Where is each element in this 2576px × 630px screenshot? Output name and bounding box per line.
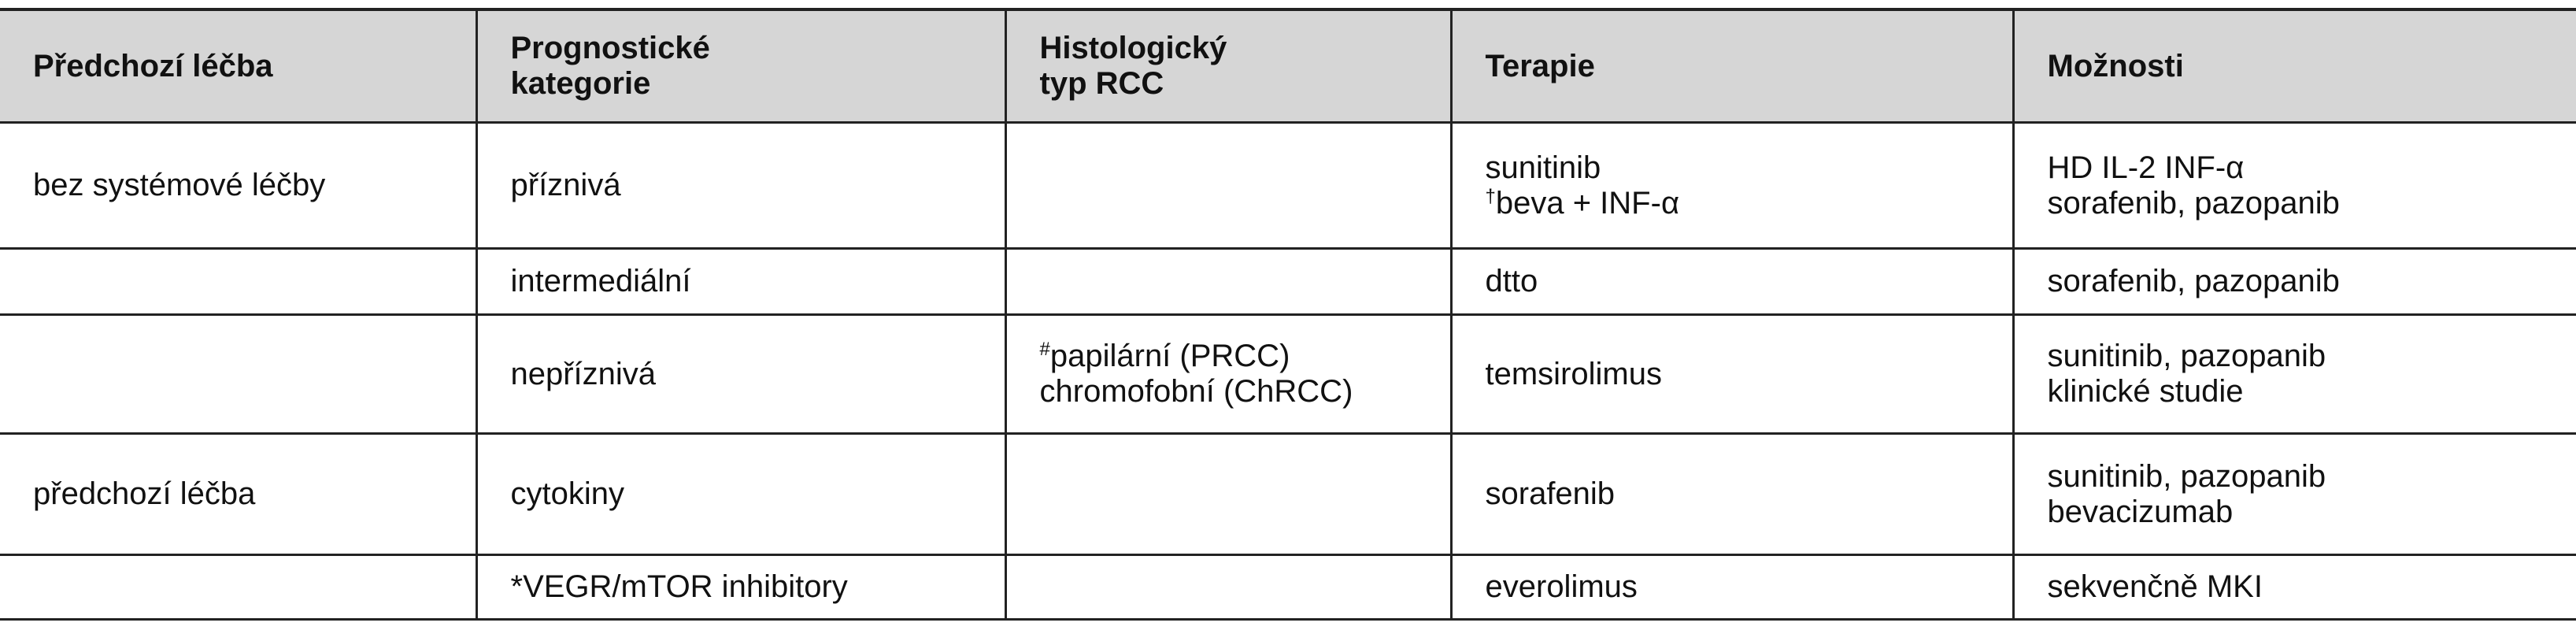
cell-line: HD IL-2 INF-α xyxy=(2047,150,2245,185)
cell-line: cytokiny xyxy=(510,476,625,512)
table-cell: předchozí léčba xyxy=(0,432,476,555)
cell-line: sorafenib xyxy=(1485,476,1616,512)
cell-text: beva + INF-α xyxy=(1495,185,1680,220)
table-cell: sorafenib, pazopanib xyxy=(2012,247,2576,315)
cell-line: everolimus xyxy=(1485,569,1638,605)
cell-line: Předchozí léčba xyxy=(33,48,273,83)
cell-line: kategorie xyxy=(510,66,651,101)
cell-text: papilární (PRCC) xyxy=(1049,339,1290,374)
cell-line: intermediální xyxy=(510,264,691,299)
table-cell xyxy=(0,313,476,434)
table-cell xyxy=(1004,554,1451,621)
table-cell xyxy=(1004,247,1451,315)
table-cell: *VEGR/mTOR inhibitory xyxy=(475,554,1005,621)
table-cell: sunitinib, pazopanib klinické studie xyxy=(2012,313,2576,434)
cell-line: Možnosti xyxy=(2047,48,2184,83)
table-row: nepříznivá #papilární (PRCC) chromofobní (… xyxy=(0,313,2576,434)
table-cell: sorafenib xyxy=(1449,432,2013,555)
table-cell xyxy=(0,247,476,315)
header-cell: Histologický typ RCC xyxy=(1004,8,1451,123)
table-cell: nepříznivá xyxy=(475,313,1005,434)
therapy-table: Předchozí léčba Prognostické kategorie Hist… xyxy=(0,8,2576,621)
header-cell: Terapie xyxy=(1449,8,2013,123)
table-cell: cytokiny xyxy=(475,432,1005,555)
table-row: *VEGR/mTOR inhibitory everolimus sekvenčně… xyxy=(0,554,2576,621)
table-cell: sunitinib †beva + INF-α xyxy=(1449,121,2013,249)
cell-line: bez systémové léčby xyxy=(33,168,326,203)
table-row: bez systémové léčby příznivá sunitinib †bev… xyxy=(0,121,2576,249)
table-cell: HD IL-2 INF-α sorafenib, pazopanib xyxy=(2012,121,2576,249)
table-cell: sunitinib, pazopanib bevacizumab xyxy=(2012,432,2576,555)
table-cell: temsirolimus xyxy=(1449,313,2013,434)
cell-line: klinické studie xyxy=(2047,374,2244,409)
header-cell: Možnosti xyxy=(2012,8,2576,123)
header-cell: Předchozí léčba xyxy=(0,8,476,123)
cell-line: chromofobní (ChRCC) xyxy=(1039,374,1353,409)
cell-line: Terapie xyxy=(1485,48,1595,83)
cell-line: sunitinib, pazopanib xyxy=(2047,339,2326,374)
cell-line: †beva + INF-α xyxy=(1486,186,2012,221)
table-cell: příznivá xyxy=(475,121,1005,249)
footnote-mark: † xyxy=(1485,185,1496,207)
cell-line: temsirolimus xyxy=(1485,356,1662,391)
table-cell xyxy=(0,554,476,621)
cell-line: předchozí léčba xyxy=(33,476,256,512)
table-cell: bez systémové léčby xyxy=(0,121,476,249)
table-cell: dtto xyxy=(1449,247,2013,315)
table-cell: intermediální xyxy=(475,247,1005,315)
cell-line: sekvenčně MKI xyxy=(2047,569,2263,605)
cell-line: nepříznivá xyxy=(510,356,657,391)
cell-line: #papilární (PRCC) xyxy=(1040,339,1450,374)
cell-line: Prognostické xyxy=(510,31,710,66)
header-cell: Prognostické kategorie xyxy=(475,8,1005,123)
cell-line: dtto xyxy=(1485,264,1538,299)
header-row: Předchozí léčba Prognostické kategorie Hist… xyxy=(0,8,2576,123)
cell-line: sunitinib xyxy=(1485,150,1601,185)
table-cell xyxy=(1004,432,1451,555)
footnote-mark: # xyxy=(1039,339,1050,361)
table-cell xyxy=(1004,121,1451,249)
cell-line: bevacizumab xyxy=(2047,494,2234,529)
table-row: předchozí léčba cytokiny sorafenib sunitini… xyxy=(0,432,2576,555)
cell-line: Histologický xyxy=(1039,31,1227,66)
cell-line: typ RCC xyxy=(1039,66,1164,101)
table-cell: everolimus xyxy=(1449,554,2013,621)
table-cell: sekvenčně MKI xyxy=(2012,554,2576,621)
cell-line: sorafenib, pazopanib xyxy=(2047,264,2340,299)
cell-line: sorafenib, pazopanib xyxy=(2047,185,2340,220)
table-row: intermediální dtto sorafenib, pazopanib xyxy=(0,247,2576,315)
table-cell: #papilární (PRCC) chromofobní (ChRCC) xyxy=(1004,313,1451,434)
cell-line: *VEGR/mTOR inhibitory xyxy=(510,569,848,605)
cell-line: sunitinib, pazopanib xyxy=(2047,458,2326,494)
cell-line: příznivá xyxy=(510,168,621,203)
